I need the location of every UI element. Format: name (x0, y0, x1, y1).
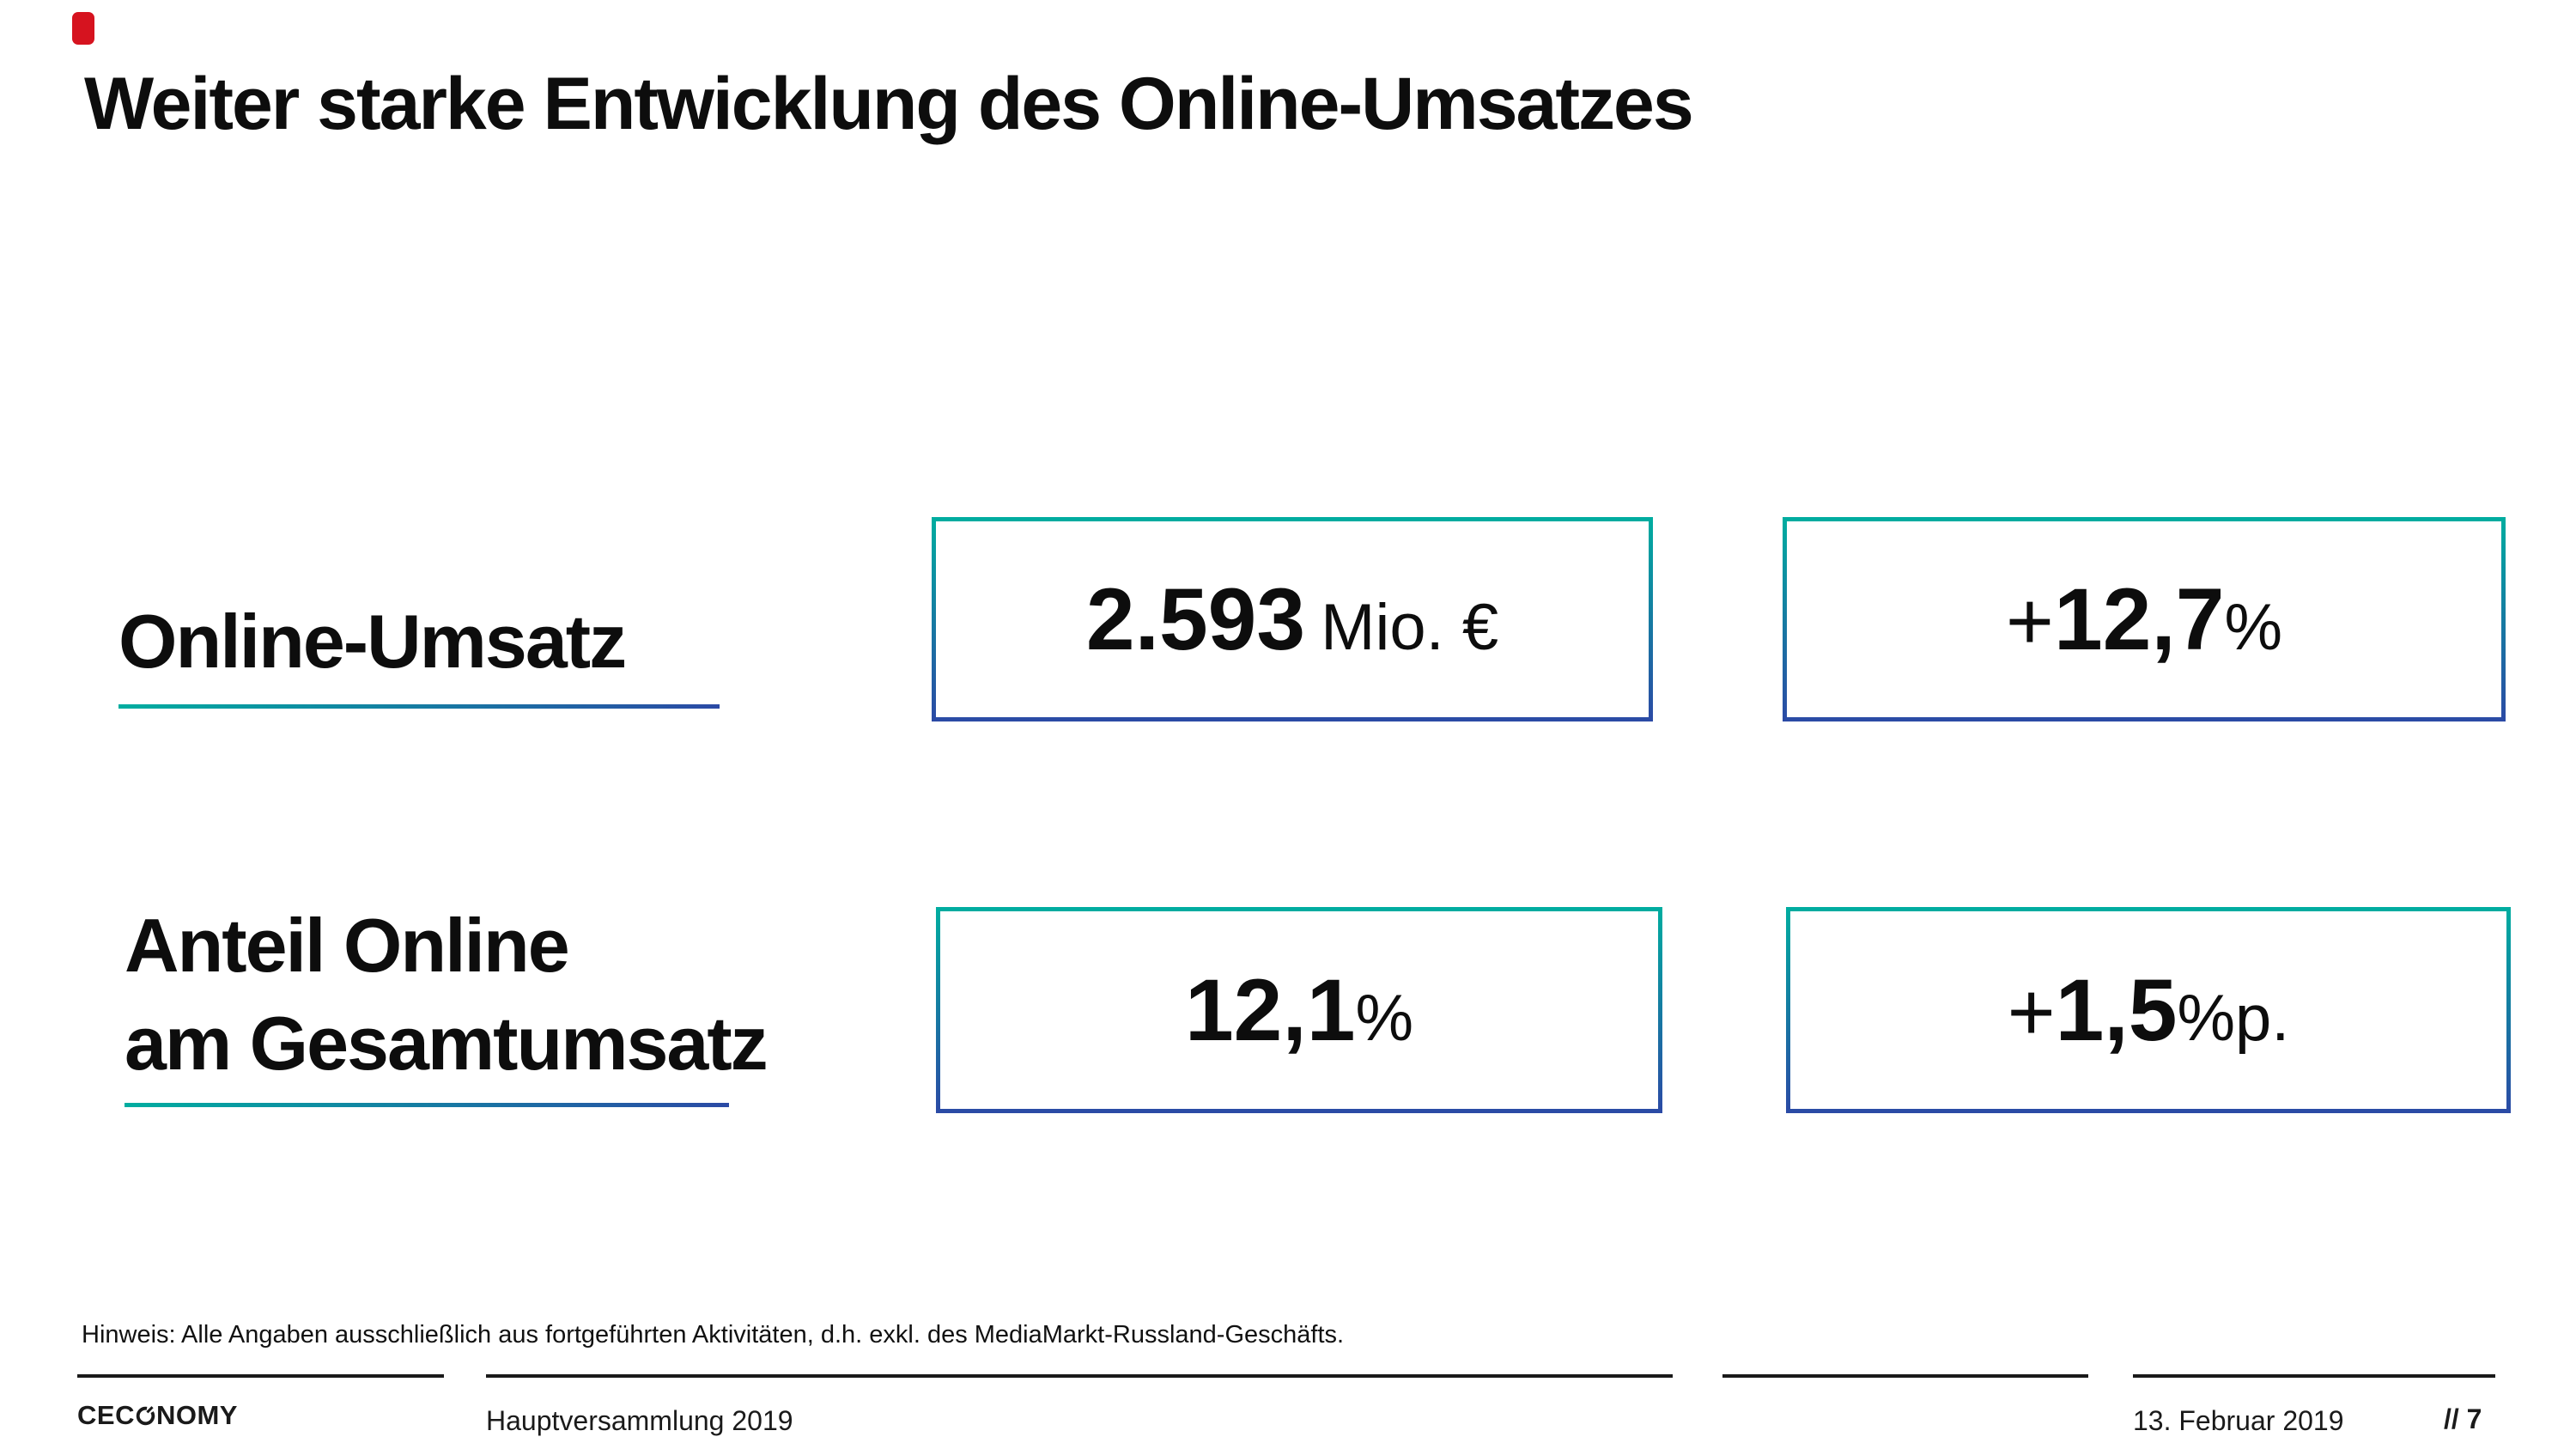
value-line: 2.593 Mio. € (1086, 569, 1498, 670)
value-main: 12,1 (1184, 960, 1356, 1059)
footnote: Hinweis: Alle Angaben ausschließlich aus… (82, 1321, 1345, 1349)
value-unit: % (1355, 981, 1414, 1055)
value-box-inner: 12,1% (940, 911, 1658, 1109)
change-box-online-umsatz: +12,7% (1783, 517, 2506, 721)
brand-accent-mark (72, 12, 94, 45)
footer-date: 13. Februar 2019 (2133, 1405, 2344, 1436)
value-unit: Mio. € (1321, 590, 1499, 664)
value-box-online-umsatz: 2.593 Mio. € (932, 517, 1653, 721)
metric-label-line1: Anteil Online (125, 903, 570, 988)
ceconomy-logo-text-left: CEC (77, 1400, 135, 1430)
footer-rule-segment (2133, 1374, 2495, 1378)
change-sign: + (2005, 575, 2054, 667)
change-unit: %p. (2177, 981, 2290, 1055)
metric-label-anteil-online: Anteil Online am Gesamtumsatz (125, 897, 769, 1093)
change-unit: % (2224, 590, 2283, 664)
ceconomy-logo-o-icon (136, 1405, 155, 1425)
footer-event-title: Hauptversammlung 2019 (486, 1405, 793, 1436)
change-line: +12,7% (2006, 569, 2282, 670)
change-box-anteil-online: +1,5%p. (1786, 907, 2511, 1113)
metric-label-online-umsatz: Online-Umsatz (118, 593, 627, 691)
ceconomy-logo: CEC NOMY (77, 1400, 238, 1431)
value-box-anteil-online: 12,1% (936, 907, 1662, 1113)
slide-title: Weiter starke Entwicklung des Online-Ums… (84, 63, 1694, 145)
value-main: 2.593 (1085, 569, 1306, 668)
change-line: +1,5%p. (2008, 960, 2290, 1061)
change-sign: + (2007, 965, 2056, 1058)
metric-label-line1: Online-Umsatz (118, 599, 627, 684)
change-box-inner: +12,7% (1787, 521, 2501, 717)
footer-rule-segment (77, 1374, 444, 1378)
metric-label-line2: am Gesamtumsatz (125, 1001, 769, 1086)
change-box-inner: +1,5%p. (1790, 911, 2506, 1109)
label-underline-online-umsatz (118, 704, 720, 709)
footer-page-number: // 7 (2444, 1403, 2482, 1434)
footer-rule-segment (486, 1374, 1673, 1378)
ceconomy-logo-text-right: NOMY (155, 1400, 238, 1430)
value-box-inner: 2.593 Mio. € (936, 521, 1649, 717)
value-line: 12,1% (1185, 960, 1413, 1061)
change-value: 12,7 (2053, 569, 2225, 668)
footer-rule-segment (1722, 1374, 2088, 1378)
label-underline-anteil-online (125, 1103, 729, 1107)
change-value: 1,5 (2055, 960, 2178, 1059)
